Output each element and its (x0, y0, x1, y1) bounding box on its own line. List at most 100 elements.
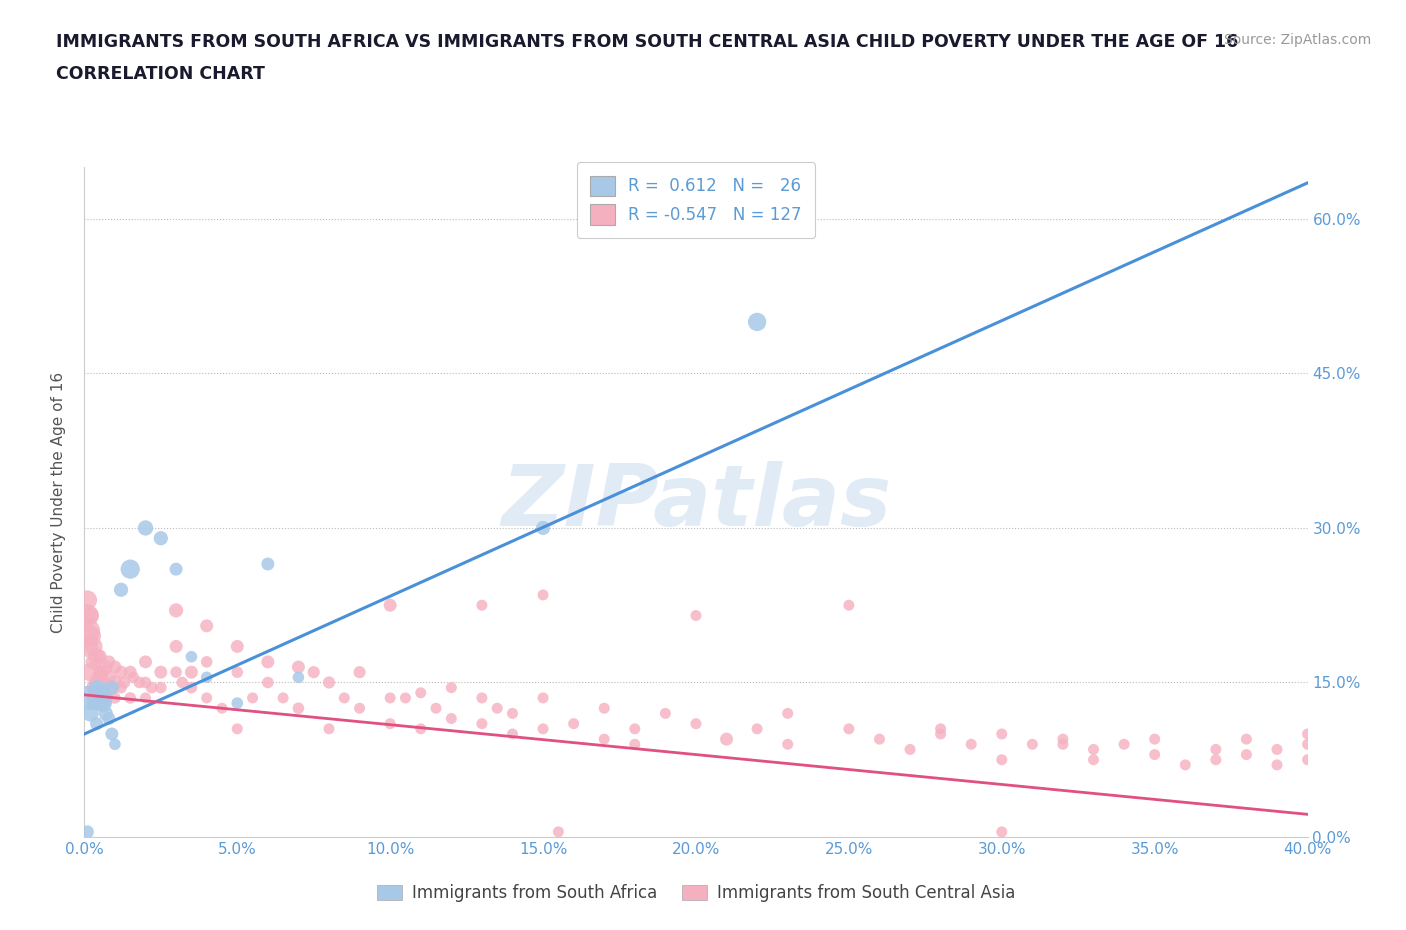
Point (502, 726, 524, 741)
Point (1143, 732, 1166, 747)
Point (333, 690, 356, 705)
Point (180, 680, 202, 695)
Point (531, 588, 554, 603)
Point (1021, 737, 1043, 751)
Point (79, 629, 101, 644)
Point (1052, 732, 1074, 747)
Point (86, 649, 108, 664)
Point (654, 706, 676, 721)
Point (135, 521, 157, 536)
Point (76, 690, 98, 705)
Point (91, 675, 114, 690)
Point (1296, 752, 1319, 767)
Point (89, 665, 111, 680)
Point (86, 716, 108, 731)
Point (101, 726, 124, 741)
Point (394, 690, 416, 705)
Point (1296, 737, 1319, 751)
Point (86, 675, 108, 690)
Point (122, 670, 145, 684)
Point (76, 592, 98, 607)
Point (89, 685, 111, 700)
Point (89, 690, 111, 705)
Point (898, 742, 921, 757)
Point (135, 675, 157, 690)
Point (94, 706, 117, 721)
Point (226, 665, 249, 680)
Point (593, 701, 616, 716)
Point (531, 722, 554, 737)
Point (747, 314, 769, 329)
Point (91, 665, 114, 680)
Point (1174, 757, 1197, 772)
Point (76, 608, 98, 623)
Point (440, 711, 463, 726)
Point (180, 665, 202, 680)
Point (869, 732, 891, 747)
Point (1296, 726, 1319, 741)
Point (242, 690, 264, 705)
Point (76, 824, 98, 839)
Text: Source: ZipAtlas.com: Source: ZipAtlas.com (1223, 33, 1371, 46)
Point (149, 680, 172, 695)
Point (1205, 742, 1227, 757)
Point (79, 665, 101, 680)
Point (149, 531, 172, 546)
Point (425, 701, 447, 716)
Point (120, 562, 142, 577)
Point (380, 690, 402, 705)
Point (94, 690, 117, 705)
Point (110, 582, 132, 597)
Point (302, 665, 325, 680)
Point (991, 726, 1014, 741)
Y-axis label: Child Poverty Under the Age of 16: Child Poverty Under the Age of 16 (51, 372, 66, 632)
Point (89, 649, 111, 664)
Point (1265, 757, 1288, 772)
Point (562, 716, 585, 731)
Point (89, 670, 111, 684)
Point (226, 722, 249, 737)
Point (1052, 737, 1074, 751)
Point (1143, 747, 1166, 762)
Point (1236, 732, 1258, 747)
Point (929, 726, 952, 741)
Point (104, 737, 127, 751)
Legend: Immigrants from South Africa, Immigrants from South Central Asia: Immigrants from South Africa, Immigrants… (370, 878, 1022, 909)
Point (135, 655, 157, 670)
Point (172, 675, 194, 690)
Point (97, 670, 120, 684)
Point (165, 665, 187, 680)
Point (104, 675, 127, 690)
Point (1114, 737, 1136, 751)
Point (226, 639, 249, 654)
Point (195, 618, 218, 633)
Point (318, 675, 340, 690)
Point (685, 716, 707, 731)
Point (287, 670, 309, 684)
Point (211, 701, 233, 716)
Point (141, 680, 163, 695)
Text: IMMIGRANTS FROM SOUTH AFRICA VS IMMIGRANTS FROM SOUTH CENTRAL ASIA CHILD POVERTY: IMMIGRANTS FROM SOUTH AFRICA VS IMMIGRAN… (56, 33, 1239, 50)
Point (1205, 752, 1227, 767)
Point (104, 659, 127, 674)
Point (929, 722, 952, 737)
Point (471, 716, 494, 731)
Point (91, 696, 114, 711)
Point (257, 556, 280, 571)
Point (531, 690, 554, 705)
Point (624, 737, 647, 751)
Point (409, 722, 432, 737)
Point (149, 665, 172, 680)
Point (83, 655, 105, 670)
Point (471, 598, 494, 613)
Point (349, 665, 371, 680)
Point (110, 680, 132, 695)
Point (195, 655, 218, 670)
Point (1083, 752, 1105, 767)
Point (165, 639, 187, 654)
Point (257, 675, 280, 690)
Point (287, 659, 309, 674)
Point (409, 685, 432, 700)
Point (531, 521, 554, 536)
Point (128, 675, 150, 690)
